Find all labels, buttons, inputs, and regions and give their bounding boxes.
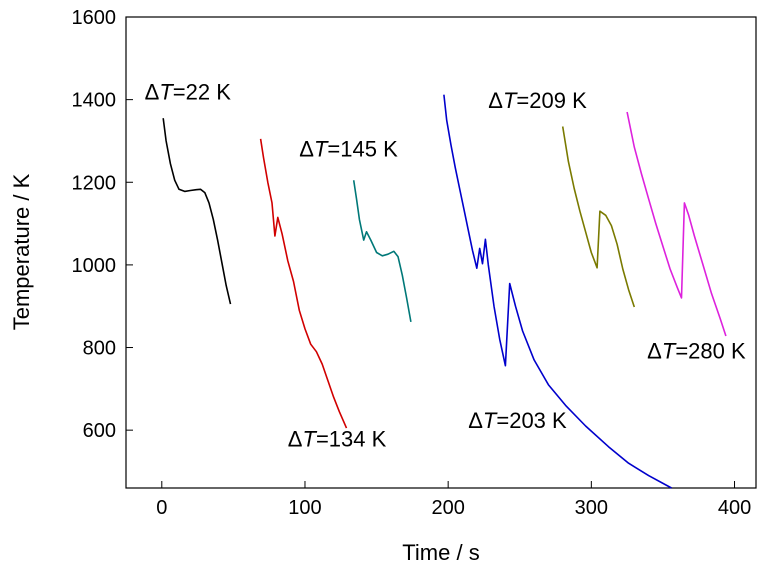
y-tick-label: 600	[83, 420, 116, 442]
delta-variable: T	[483, 408, 498, 433]
delta-t-label: ΔT=209 K	[488, 88, 587, 113]
delta-t-label: ΔT=280 K	[647, 339, 746, 364]
delta-symbol: Δ	[299, 137, 314, 162]
series-line-5	[561, 126, 636, 308]
y-tick-label: 1600	[72, 7, 117, 29]
delta-variable: T	[302, 427, 317, 452]
delta-value: =22 K	[173, 80, 231, 105]
delta-value: =209 K	[516, 88, 587, 113]
delta-t-label: ΔT=145 K	[299, 137, 398, 162]
delta-value: =203 K	[496, 408, 567, 433]
x-tick-label: 300	[575, 497, 608, 519]
y-tick-label: 800	[83, 338, 116, 360]
delta-variable: T	[662, 339, 677, 364]
series-line-2	[259, 138, 348, 429]
annotations: ΔT=22 KΔT=134 KΔT=145 KΔT=203 KΔT=209 KΔ…	[145, 80, 746, 452]
x-tick-label: 400	[718, 497, 751, 519]
series-layer	[162, 94, 727, 489]
series-line-4	[443, 94, 672, 489]
delta-symbol: Δ	[647, 339, 662, 364]
delta-value: =134 K	[316, 427, 387, 452]
delta-value: =145 K	[327, 137, 398, 162]
x-tick-label: 100	[288, 497, 321, 519]
delta-variable: T	[159, 80, 174, 105]
x-tick-label: 200	[431, 497, 464, 519]
series-line-6	[626, 111, 727, 337]
delta-symbol: Δ	[468, 408, 483, 433]
delta-symbol: Δ	[488, 88, 503, 113]
series-line-1	[162, 118, 232, 305]
y-tick-label: 1200	[72, 172, 117, 194]
ticks: 0 100 200 300 400 600 800 1000 1200 1400 1600	[72, 7, 752, 519]
delta-value: =280 K	[675, 339, 746, 364]
delta-variable: T	[503, 88, 518, 113]
x-axis-title: Time / s	[402, 540, 479, 565]
x-tick-label: 0	[156, 497, 167, 519]
delta-t-label: ΔT=134 K	[288, 427, 387, 452]
plot-frame	[125, 16, 757, 489]
y-tick-label: 1400	[72, 90, 117, 112]
delta-symbol: Δ	[288, 427, 303, 452]
delta-t-label: ΔT=22 K	[145, 80, 232, 105]
delta-t-label: ΔT=203 K	[468, 408, 567, 433]
series-line-3	[352, 180, 412, 323]
y-axis-title: Temperature / K	[9, 173, 34, 330]
delta-variable: T	[314, 137, 329, 162]
y-tick-label: 1000	[72, 255, 117, 277]
delta-symbol: Δ	[145, 80, 160, 105]
